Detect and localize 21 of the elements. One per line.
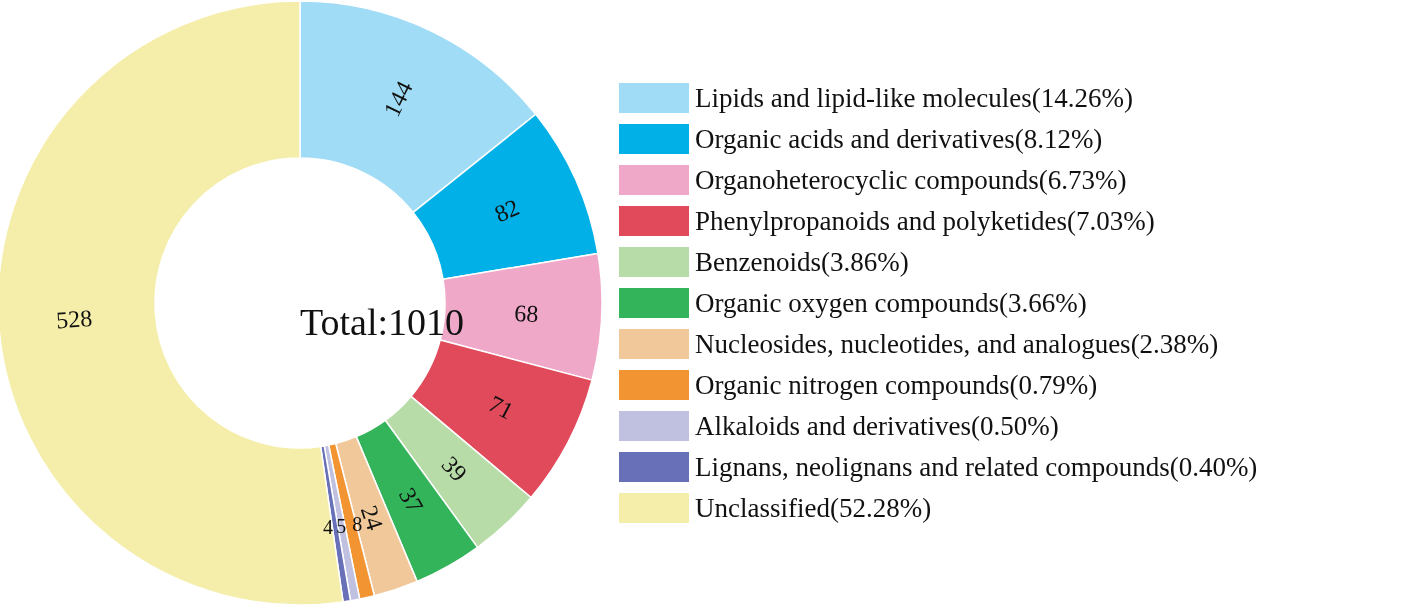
legend-label: Organoheterocyclic compounds(6.73%) <box>695 165 1127 195</box>
data-label: 37 <box>394 483 429 518</box>
data-label: 71 <box>484 390 518 425</box>
data-label: 39 <box>436 451 473 487</box>
legend-label: Benzenoids(3.86%) <box>695 247 909 277</box>
data-label: 5 <box>336 514 347 537</box>
text: Total:1010 <box>299 301 465 343</box>
legend-label: Organic nitrogen compounds(0.79%) <box>695 370 1098 400</box>
legend-label: Organic acids and derivatives(8.12%) <box>695 124 1103 154</box>
legend-label: Phenylpropanoids and polyketides(7.03%) <box>695 206 1155 236</box>
legend-label: Alkaloids and derivatives(0.50%) <box>695 411 1059 441</box>
data-label: 4 <box>323 515 334 538</box>
data-label: 144 <box>378 77 418 121</box>
data-label: 82 <box>490 193 524 228</box>
legend-label: Lipids and lipid-like molecules(14.26%) <box>695 83 1133 113</box>
legend-label: Organic oxygen compounds(3.66%) <box>695 288 1087 318</box>
data-label: 528 <box>55 304 93 334</box>
legend-label: Lignans, neolignans and related compounds(0.40%) <box>695 452 1258 482</box>
data-label: 68 <box>513 300 539 328</box>
legend-label: Nucleosides, nucleotides, and analogues(2.38%) <box>695 329 1219 359</box>
legend-label: Unclassified(52.28%) <box>695 493 932 523</box>
